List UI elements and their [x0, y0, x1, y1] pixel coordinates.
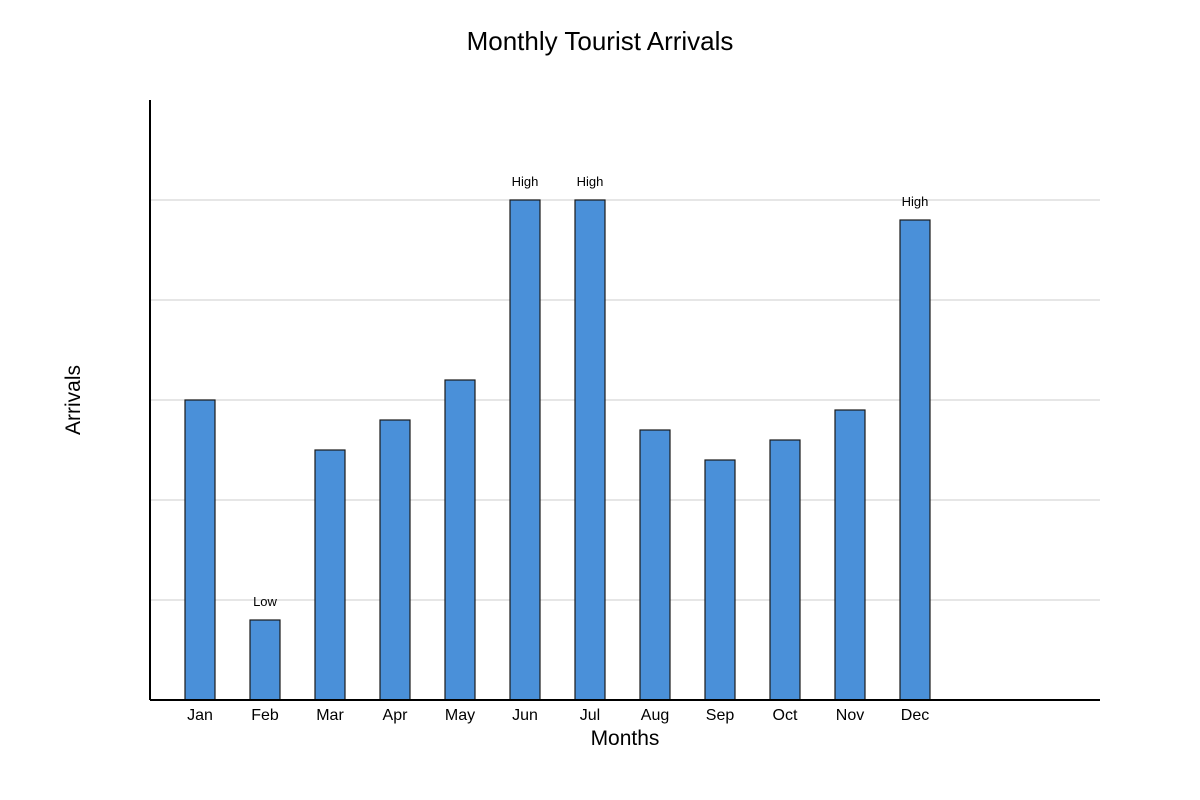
x-tick-label: Dec: [901, 707, 929, 724]
x-tick-label: Sep: [706, 707, 735, 724]
bar-sep: [704, 459, 736, 701]
chart-title: Monthly Tourist Arrivals: [467, 26, 734, 56]
bar-jun: [509, 199, 541, 701]
annotation-label: High: [577, 174, 604, 189]
bar-dec: [899, 219, 931, 701]
bar-mar: [314, 449, 346, 701]
bar-may: [444, 379, 476, 701]
annotation-label: High: [512, 174, 539, 189]
bars: [184, 199, 931, 701]
annotation-label: High: [902, 194, 929, 209]
x-tick-label: May: [445, 707, 475, 724]
bar-jul: [574, 199, 606, 701]
x-tick-label: Apr: [383, 707, 409, 724]
x-tick-label: Oct: [773, 707, 798, 724]
bar-feb: [249, 619, 281, 701]
x-axis-title: Months: [591, 727, 660, 750]
gridlines: [150, 199, 1100, 601]
bar-jan: [184, 399, 216, 701]
bar-nov: [834, 409, 866, 701]
x-tick-label: Feb: [251, 707, 279, 724]
x-tick-label: Nov: [836, 707, 864, 724]
bar-apr: [379, 419, 411, 701]
x-tick-label: Mar: [316, 707, 344, 724]
bar-oct: [769, 439, 801, 701]
x-tick-label: Jul: [580, 707, 600, 724]
x-tick-labels: Jan Feb Mar Apr May Jun Jul Aug Sep Oct Nov Dec: [187, 707, 929, 724]
bar-aug: [639, 429, 671, 701]
annotation-label: Low: [253, 594, 277, 609]
annotations: Low High High High: [253, 174, 928, 609]
x-tick-label: Jan: [187, 707, 213, 724]
x-tick-label: Aug: [641, 707, 669, 724]
x-tick-label: Jun: [512, 707, 538, 724]
y-axis-title: Arrivals: [62, 365, 85, 435]
